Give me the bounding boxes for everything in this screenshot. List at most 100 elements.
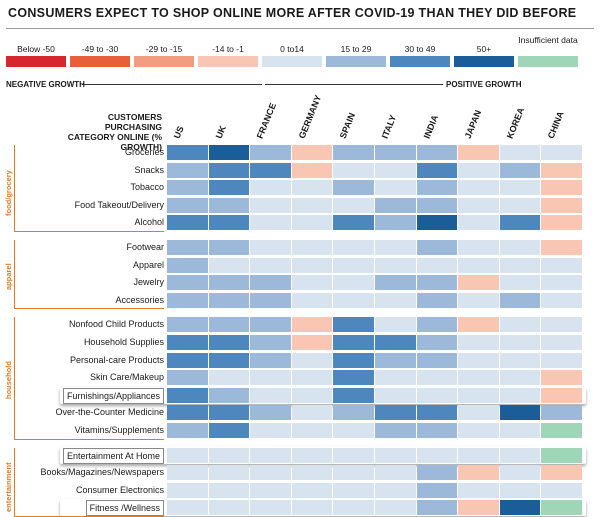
heatmap-cell [250, 500, 291, 516]
heatmap-cell [291, 240, 333, 255]
heatmap-cell [167, 500, 208, 516]
heatmap-cell [541, 257, 582, 273]
heatmap-cell [541, 240, 582, 255]
heatmap-cell [541, 352, 582, 368]
row-label: Apparel [132, 259, 164, 270]
column-header: INDIA [417, 106, 459, 142]
legend-label: 0 to14 [280, 44, 304, 54]
heatmap-cell [291, 162, 333, 178]
heatmap-cell [333, 500, 374, 516]
heatmap-cell [250, 275, 291, 291]
heatmap-cell [250, 162, 291, 178]
column-header: KOREA [500, 106, 542, 142]
heatmap-cell [167, 317, 208, 333]
group-bracket [14, 240, 15, 309]
group-bracket [14, 447, 15, 516]
heatmap-cell [375, 240, 416, 255]
heatmap-cell [541, 145, 582, 160]
heatmap-cell [458, 197, 499, 213]
heatmap-cell [333, 317, 374, 333]
heatmap-cell [208, 500, 250, 516]
heatmap-cell [416, 197, 458, 213]
heatmap-cell [208, 275, 250, 291]
heatmap-cell [250, 405, 291, 421]
heatmap-cell [333, 335, 374, 350]
heatmap-cell [416, 352, 458, 368]
column-header-label: CHINA [546, 109, 567, 140]
heatmap-cell [291, 387, 333, 403]
legend-label: 15 to 29 [340, 44, 372, 54]
heatmap-cell [375, 215, 416, 231]
heatmap-cell [416, 240, 458, 255]
heatmap-cell [458, 145, 499, 160]
heatmap-cell [499, 197, 541, 213]
legend-swatch [198, 56, 258, 67]
heatmap-cell [333, 197, 374, 213]
title-rule [6, 28, 594, 29]
heatmap-cell [375, 482, 416, 498]
group-label-text: household [4, 360, 13, 399]
group-label-text: apparel [4, 263, 13, 291]
row-label: Furnishings/Appliances [62, 387, 164, 404]
heatmap-cell [458, 423, 499, 438]
heatmap-cell [541, 405, 582, 421]
heatmap-cell [250, 482, 291, 498]
heatmap-cell [458, 465, 499, 481]
heatmap-cell [167, 352, 208, 368]
group-bracket [14, 145, 15, 231]
heatmap-cell [541, 482, 582, 498]
axis-title: CUSTOMERS PURCHASING CATEGORY ONLINE (% … [67, 112, 162, 152]
negative-growth-arrow [82, 84, 262, 85]
column-header: CHINA [541, 106, 583, 142]
heatmap-cell [333, 162, 374, 178]
heatmap-cell [541, 275, 582, 291]
positive-growth-label: POSITIVE GROWTH [446, 80, 522, 89]
heatmap-cell [167, 482, 208, 498]
group-label: entertainment [0, 448, 16, 516]
heatmap-cell [333, 387, 374, 403]
heatmap-cell [375, 500, 416, 516]
heatmap-cell [416, 275, 458, 291]
heatmap-cell [291, 257, 333, 273]
positive-growth-arrow [265, 84, 443, 85]
heatmap-cell [375, 352, 416, 368]
heatmap-cell [375, 197, 416, 213]
heatmap-cell [416, 317, 458, 333]
column-header: UK [209, 106, 251, 142]
heatmap-cell [375, 180, 416, 196]
heatmap-cell [458, 180, 499, 196]
heatmap-cell [541, 197, 582, 213]
column-header: US [167, 106, 209, 142]
heatmap-cell [208, 447, 250, 463]
legend-label: Below -50 [17, 44, 55, 54]
heatmap-cell [458, 240, 499, 255]
heatmap-cell [416, 370, 458, 386]
row-label: Fitness /Wellness [85, 500, 164, 517]
legend-swatch [326, 56, 386, 67]
heatmap-cell [499, 447, 541, 463]
heatmap-cell [291, 352, 333, 368]
heatmap-cell [333, 292, 374, 308]
heatmap-cell [208, 335, 250, 350]
heatmap-cell [167, 335, 208, 350]
heatmap-cell [250, 257, 291, 273]
group-label: food/grocery [0, 145, 16, 231]
heatmap-cell [333, 180, 374, 196]
row-label: Consumer Electronics [75, 484, 164, 495]
heatmap-cell [416, 180, 458, 196]
heatmap-cell [208, 257, 250, 273]
heatmap-cell [208, 387, 250, 403]
legend-label: -29 to -15 [145, 44, 183, 54]
heatmap-cell [416, 145, 458, 160]
column-header-label: UK [213, 124, 228, 140]
column-header-label: FRANCE [254, 101, 279, 140]
legend-label: 30 to 49 [404, 44, 436, 54]
row-label: Tobacco [130, 182, 164, 193]
heatmap-cell [333, 240, 374, 255]
heatmap-cell [167, 215, 208, 231]
heatmap-cell [458, 317, 499, 333]
heatmap-cell [167, 405, 208, 421]
heatmap-cell [499, 240, 541, 255]
heatmap-cell [416, 465, 458, 481]
legend-label: 50+ [476, 44, 492, 54]
